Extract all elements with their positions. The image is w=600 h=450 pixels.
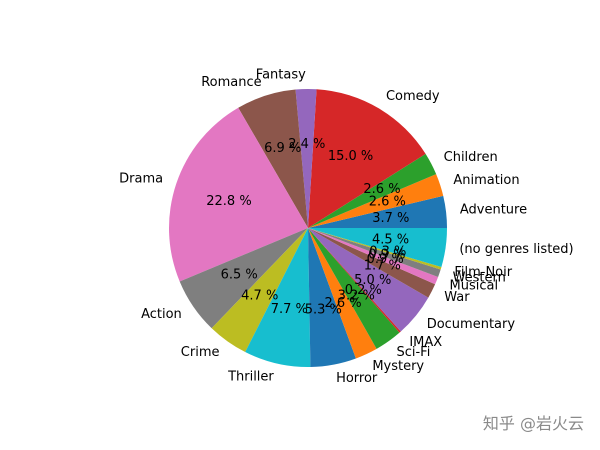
pie-slice-western [308, 228, 441, 277]
pie-slice-documentary [308, 228, 429, 332]
pct-label-documentary: 5.0 % [354, 273, 391, 288]
pct-label-thriller: 7.7 % [271, 302, 308, 317]
category-label-crime: Crime [181, 345, 220, 360]
pie-slice-animation [308, 174, 444, 228]
pie-slice-imax [308, 228, 401, 333]
pie-slice-war [308, 228, 436, 298]
pie-slice-action [179, 228, 308, 329]
category-label-mystery: Mystery [372, 359, 424, 374]
category-label-war: War [444, 290, 470, 305]
category-label-horror: Horror [336, 371, 378, 386]
pie-slice-crime [211, 228, 308, 352]
pct-label-war: 1.7 % [364, 258, 401, 273]
pie-slice-horror [308, 228, 356, 367]
pct-label-drama: 22.8 % [206, 194, 251, 209]
pct-label-adventure: 3.7 % [372, 211, 409, 226]
pct-label-children: 2.6 % [363, 182, 400, 197]
pie-slice-romance [238, 89, 308, 229]
pie-slice-comedy [308, 89, 426, 229]
pie-slice-mystery [308, 228, 377, 359]
category-label-musical: Musical [450, 278, 499, 293]
category-label-children: Children [444, 150, 498, 165]
pct-label-film-noir: 0.3 % [369, 245, 406, 260]
category-label-western: Western [453, 270, 506, 285]
pct-label-comedy: 15.0 % [328, 149, 373, 164]
pct-label-horror: 5.3 % [305, 302, 342, 317]
pie-slice-fantasy [295, 89, 317, 229]
pie-slice-no-genres-listed [308, 228, 447, 267]
category-label-drama: Drama [119, 172, 163, 187]
pie-slice-drama [169, 107, 308, 282]
pie-slice-thriller [245, 228, 311, 367]
pie-slice-film-noir [308, 228, 442, 270]
category-label-animation: Animation [453, 173, 519, 188]
pct-label-musical: 0.9 % [367, 252, 404, 267]
pct-label-sci-fi: 3.2 % [338, 289, 375, 304]
category-label-adventure: Adventure [460, 203, 527, 218]
pct-label-western: 0.9 % [368, 248, 405, 263]
pie-labels: 3.7 % Adventure 2.6 % Animation 2.6 % Childre… [119, 68, 573, 386]
watermark: 知乎 @岩火云 [482, 414, 584, 433]
pct-label-romance: 6.9 % [264, 141, 301, 156]
pct-label-no-genres-listed: 4.5 % [372, 232, 409, 247]
category-label-action: Action [141, 307, 182, 322]
pct-label-crime: 4.7 % [241, 289, 278, 304]
pct-label-action: 6.5 % [221, 268, 258, 283]
pie-slice-musical [308, 228, 439, 285]
pct-label-animation: 2.6 % [369, 195, 406, 210]
pct-label-imax: 0.2 % [345, 283, 382, 298]
category-label-film-noir: Film-Noir [454, 265, 512, 280]
category-label-imax: IMAX [409, 335, 442, 350]
category-label-fantasy: Fantasy [256, 68, 306, 83]
category-label-romance: Romance [201, 75, 261, 90]
pct-label-mystery: 2.6 % [324, 296, 361, 311]
pie-slice-sci-fi [308, 228, 400, 349]
category-label-thriller: Thriller [227, 370, 274, 385]
category-label-documentary: Documentary [427, 317, 516, 332]
category-label-comedy: Comedy [386, 89, 440, 104]
category-label-sci-fi: Sci-Fi [396, 345, 430, 360]
pie-slice-children [308, 153, 437, 228]
pie-slices [169, 89, 447, 367]
pct-label-fantasy: 2.4 % [288, 137, 325, 152]
pie-slice-adventure [308, 195, 447, 228]
category-label-no-genres-listed: (no genres listed) [459, 242, 573, 257]
